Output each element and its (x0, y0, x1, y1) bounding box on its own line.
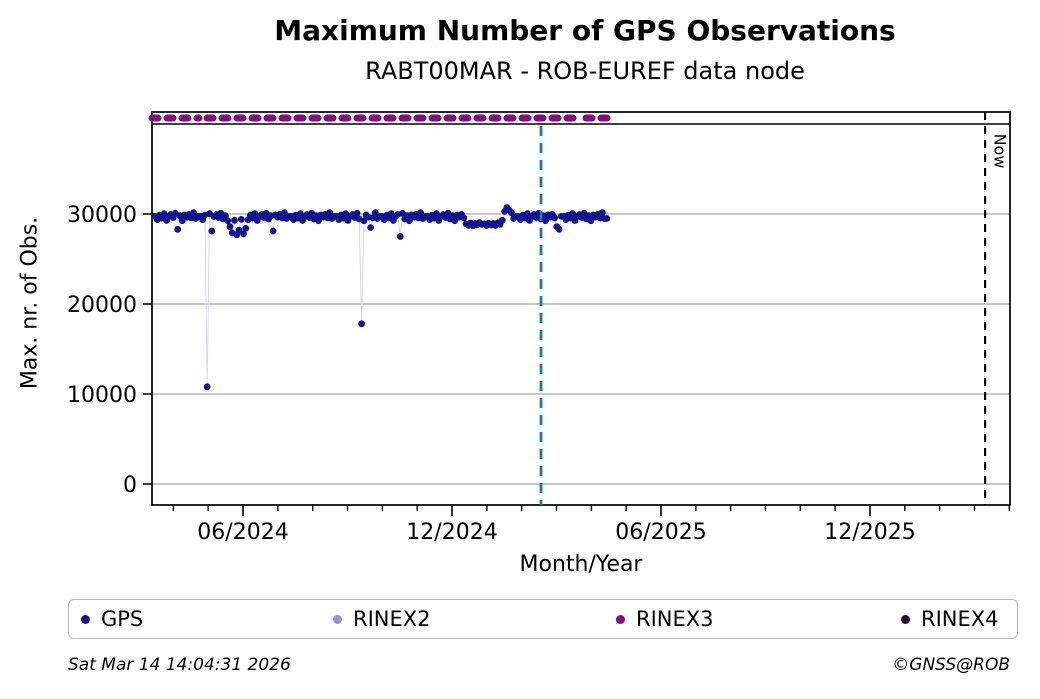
x-tick-label: 12/2025 (824, 520, 915, 545)
x-axis-ticks: 06/2024 12/2024 06/2025 12/2025 (172, 505, 1010, 545)
x-tick-label: 12/2024 (406, 520, 497, 545)
gps-connector-line (154, 206, 607, 387)
chart-subtitle: RABT00MAR - ROB-EUREF data node (365, 57, 805, 85)
plot-timestamp: Sat Mar 14 14:04:31 2026 (68, 655, 291, 675)
x-axis-label: Month/Year (519, 552, 643, 577)
plot-frame (151, 111, 1011, 506)
legend-label-rinex3: RINEX3 (636, 607, 714, 631)
gps-points (151, 204, 611, 391)
gridlines (152, 213, 1010, 485)
legend-label-rinex2: RINEX2 (353, 607, 431, 631)
y-tick-label: 0 (123, 473, 137, 498)
legend-item-rinex2: RINEX2 (333, 600, 431, 638)
y-axis-ticks: 0 10000 20000 30000 (67, 203, 152, 498)
legend-item-gps: GPS (81, 600, 143, 638)
legend-item-rinex3: RINEX3 (616, 600, 714, 638)
x-tick-label: 06/2024 (197, 520, 288, 545)
y-tick-label: 30000 (67, 203, 137, 228)
gps-marker-icon (81, 614, 90, 624)
rinex4-marker-icon (901, 614, 910, 624)
now-marker-label: Now (990, 133, 1010, 169)
plot-canvas: 0 10000 20000 30000 06/2024 12/2024 06/2025 12/… (67, 111, 1011, 545)
rinex2-marker-icon (333, 614, 342, 624)
y-axis-label: Max. nr. of Obs. (17, 216, 43, 390)
legend-item-rinex4: RINEX4 (901, 600, 999, 638)
chart-title: Maximum Number of GPS Observations (274, 14, 896, 47)
x-tick-label: 06/2025 (615, 520, 706, 545)
legend: GPS RINEX2 RINEX3 RINEX4 (68, 599, 1018, 639)
copyright-credit: ©GNSS@ROB (892, 655, 1010, 675)
rinex3-marker-icon (616, 614, 625, 624)
legend-label-gps: GPS (101, 607, 144, 631)
y-tick-label: 10000 (67, 383, 137, 408)
legend-label-rinex4: RINEX4 (921, 607, 999, 631)
y-tick-label: 20000 (67, 293, 137, 318)
